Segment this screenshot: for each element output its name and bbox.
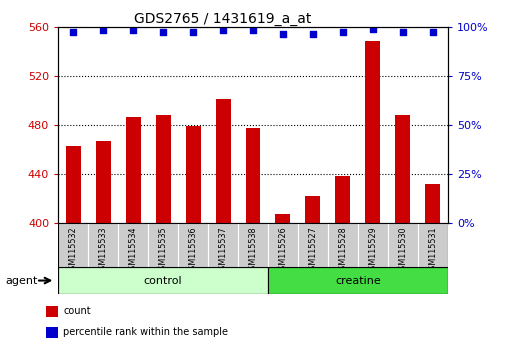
Point bbox=[219, 28, 227, 33]
Point bbox=[159, 30, 167, 35]
Text: agent: agent bbox=[5, 276, 37, 286]
Text: GSM115534: GSM115534 bbox=[128, 227, 137, 275]
Text: GSM115531: GSM115531 bbox=[427, 227, 436, 275]
Text: GSM115536: GSM115536 bbox=[188, 227, 197, 275]
Text: percentile rank within the sample: percentile rank within the sample bbox=[63, 327, 228, 337]
Bar bbox=[268, 267, 447, 294]
Bar bbox=[357, 223, 387, 267]
Bar bbox=[125, 118, 140, 223]
Bar bbox=[327, 223, 357, 267]
Point bbox=[99, 28, 107, 33]
Bar bbox=[245, 129, 260, 223]
Bar bbox=[178, 223, 208, 267]
Bar bbox=[417, 223, 447, 267]
Point bbox=[278, 32, 286, 37]
Bar bbox=[156, 115, 170, 223]
Bar bbox=[58, 223, 88, 267]
Text: GSM115537: GSM115537 bbox=[218, 227, 227, 275]
Text: GSM115532: GSM115532 bbox=[69, 227, 78, 275]
Text: GSM115527: GSM115527 bbox=[308, 227, 317, 275]
Bar bbox=[208, 223, 237, 267]
Text: count: count bbox=[63, 306, 91, 316]
Bar bbox=[237, 223, 268, 267]
Bar bbox=[185, 126, 200, 223]
Text: GSM115535: GSM115535 bbox=[158, 227, 167, 275]
Bar bbox=[95, 141, 111, 223]
Text: GSM115528: GSM115528 bbox=[338, 227, 347, 275]
Bar bbox=[58, 267, 268, 294]
Bar bbox=[88, 223, 118, 267]
Point bbox=[308, 32, 316, 37]
Point bbox=[368, 26, 376, 32]
Bar bbox=[148, 223, 178, 267]
Point bbox=[338, 30, 346, 35]
Text: GSM115529: GSM115529 bbox=[368, 227, 377, 275]
Bar bbox=[305, 196, 320, 223]
Point bbox=[398, 30, 406, 35]
Bar bbox=[118, 223, 148, 267]
Text: GSM115538: GSM115538 bbox=[248, 227, 257, 275]
Point bbox=[129, 28, 137, 33]
Text: GDS2765 / 1431619_a_at: GDS2765 / 1431619_a_at bbox=[134, 12, 311, 27]
Bar bbox=[335, 176, 349, 223]
Point bbox=[248, 28, 257, 33]
Text: GSM115533: GSM115533 bbox=[98, 227, 108, 275]
Bar bbox=[66, 145, 80, 223]
Bar bbox=[365, 41, 380, 223]
Bar bbox=[275, 215, 290, 223]
Text: creatine: creatine bbox=[334, 275, 380, 286]
Bar bbox=[425, 184, 439, 223]
Bar bbox=[387, 223, 417, 267]
Point bbox=[189, 30, 197, 35]
Point bbox=[428, 30, 436, 35]
Bar bbox=[268, 223, 297, 267]
Point bbox=[69, 30, 77, 35]
Bar bbox=[215, 99, 230, 223]
Bar bbox=[297, 223, 327, 267]
Text: control: control bbox=[143, 275, 182, 286]
Text: GSM115526: GSM115526 bbox=[278, 227, 287, 275]
Text: GSM115530: GSM115530 bbox=[397, 227, 407, 275]
Bar bbox=[394, 115, 410, 223]
